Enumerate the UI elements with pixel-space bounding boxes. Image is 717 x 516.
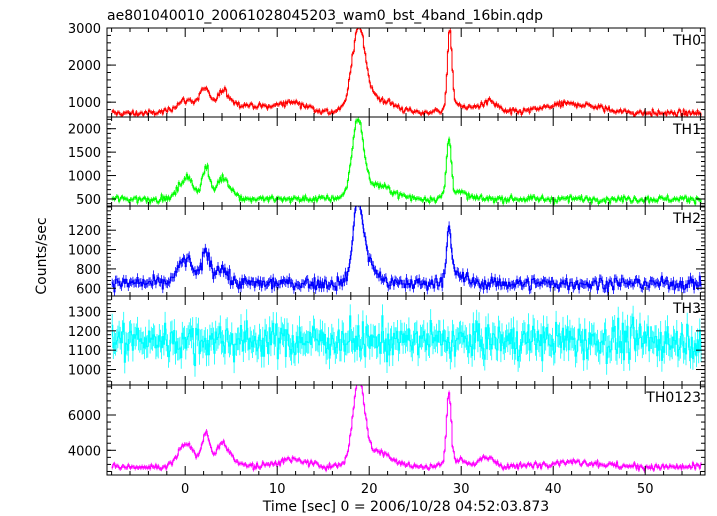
y-tick-label: 1200 [68, 325, 101, 340]
series-th0123 [111, 385, 702, 473]
y-tick-label: 3000 [68, 22, 101, 37]
panel-label: TH3 [672, 301, 701, 317]
series-th3 [111, 304, 702, 377]
y-tick-label: 1000 [68, 364, 101, 379]
panel-label: TH0123 [645, 390, 701, 406]
y-tick-label: 1100 [68, 344, 101, 359]
y-tick-label: 1500 [68, 146, 101, 161]
panel-th3: 1000 1100 1200 1300 TH3 [68, 295, 706, 386]
panel-frame [106, 384, 706, 476]
y-tick-label: 2000 [68, 59, 101, 74]
panel-th2: 600 800 1000 1200 TH2 [68, 205, 706, 297]
series-th1 [111, 117, 702, 206]
x-tick-label: 40 [545, 482, 562, 497]
x-tick-label: 30 [453, 482, 470, 497]
x-tick-label: 20 [361, 482, 378, 497]
series-th2 [111, 206, 702, 296]
line-th0 [111, 28, 702, 117]
y-tick-label: 800 [76, 263, 101, 278]
panel-th1: 500 1000 1500 2000 TH1 [68, 116, 706, 208]
panel-th0: 1000 2000 3000 TH0 [68, 22, 706, 118]
panel-th0123: 4000 6000 TH0123 [68, 384, 706, 476]
error-bars-th0123 [111, 385, 702, 473]
y-tick-label: 600 [76, 282, 101, 297]
y-tick-label: 1000 [68, 170, 101, 185]
panel-label: TH2 [672, 211, 701, 227]
y-tick-label: 4000 [68, 444, 101, 459]
y-tick-label: 1200 [68, 224, 101, 239]
line-th0123 [111, 385, 702, 472]
y-tick-label: 2000 [68, 123, 101, 138]
error-bars-th1 [111, 117, 702, 206]
line-th2 [111, 206, 702, 293]
y-tick-label: 1000 [68, 244, 101, 259]
y-axis-label: Counts/sec [34, 217, 50, 294]
x-tick-label: 50 [637, 482, 654, 497]
panel-frame [106, 27, 706, 118]
series-th0 [111, 28, 702, 117]
y-tick-label: 1300 [68, 305, 101, 320]
line-th3 [111, 315, 702, 367]
error-bars-th0 [111, 28, 702, 117]
x-tick-label: 0 [181, 482, 189, 497]
x-axis-label: Time [sec] 0 = 2006/10/28 04:52:03.873 [262, 499, 549, 515]
y-tick-label: 500 [76, 193, 101, 208]
x-tick-label: 10 [269, 482, 286, 497]
panel-label: TH1 [672, 122, 701, 138]
panel-label: TH0 [672, 33, 701, 49]
y-tick-label: 6000 [68, 409, 101, 424]
chart-title: ae801040010_20061028045203_wam0_bst_4ban… [107, 8, 543, 24]
line-th1 [111, 118, 702, 205]
y-tick-label: 1000 [68, 96, 101, 111]
